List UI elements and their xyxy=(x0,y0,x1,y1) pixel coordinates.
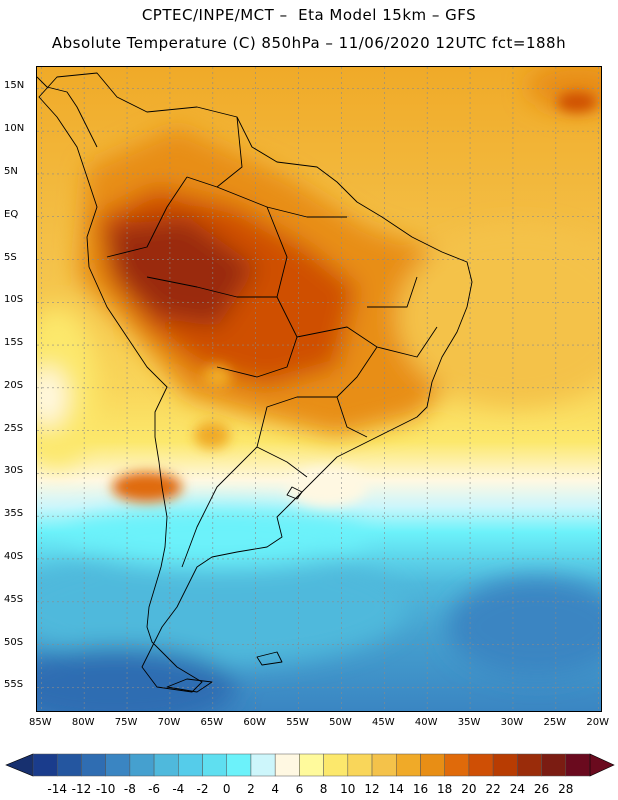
lat-label: 15N xyxy=(4,80,25,92)
lon-label: 85W xyxy=(28,717,52,728)
colorbar-label: 0 xyxy=(222,782,231,796)
lagoa-dos-patos xyxy=(286,486,303,500)
colorbar-label: -6 xyxy=(148,782,161,796)
colorbar-swatch xyxy=(444,753,470,777)
lat-label: 30S xyxy=(4,465,24,477)
colorbar-swatch xyxy=(105,753,131,777)
colorbar-label: -12 xyxy=(71,782,92,796)
colorbar-swatch xyxy=(323,753,349,777)
lat-label: 15S xyxy=(4,337,24,349)
colorbar-arrow-left xyxy=(5,753,34,777)
lat-label: 35S xyxy=(4,508,24,520)
lat-label: 20S xyxy=(4,379,24,391)
tierra-del-fuego xyxy=(166,678,213,693)
falkland-islands xyxy=(256,651,283,666)
colorbar-label: 2 xyxy=(247,782,255,796)
lat-label: 5S xyxy=(4,251,17,263)
temperature-field-blobs xyxy=(37,67,601,711)
lon-label: 25W xyxy=(543,717,567,728)
colorbar-label: 8 xyxy=(319,782,328,796)
colorbar-label: -8 xyxy=(123,782,136,796)
lat-label: 5N xyxy=(4,165,18,177)
lat-label: 10S xyxy=(4,294,24,306)
colorbar-label: 22 xyxy=(485,782,501,796)
lon-label: 45W xyxy=(372,717,395,728)
colorbar-swatch xyxy=(420,753,445,777)
coastlines-and-borders xyxy=(37,72,473,693)
colorbar-swatch xyxy=(81,753,106,777)
colorbar-swatch xyxy=(565,753,591,777)
colorbar-label: -10 xyxy=(95,782,116,796)
colorbar-swatch xyxy=(32,753,58,777)
central-america-coastline xyxy=(37,76,98,148)
lat-label: 55S xyxy=(4,679,24,691)
colorbar-swatch xyxy=(226,753,252,777)
lon-label: 60W xyxy=(243,717,266,728)
colorbar-swatch xyxy=(517,753,542,777)
lat-label: 40S xyxy=(4,550,24,562)
graticule xyxy=(37,67,601,711)
colorbar-label: 6 xyxy=(295,782,304,796)
colorbar-swatch xyxy=(274,753,300,777)
temperature-map xyxy=(36,66,602,712)
lon-label: 65W xyxy=(200,717,224,728)
lon-label: 50W xyxy=(329,717,352,728)
colorbar-swatch xyxy=(396,753,421,777)
colorbar-swatch xyxy=(178,753,203,777)
colorbar-swatch xyxy=(468,753,494,777)
colorbar-swatch xyxy=(129,753,155,777)
lon-label: 75W xyxy=(114,717,138,728)
colorbar-label: 18 xyxy=(437,782,453,796)
map-title-line2: Absolute Temperature (C) 850hPa – 11/06/… xyxy=(51,34,567,52)
lat-label: 50S xyxy=(4,636,24,648)
colorbar-label: 4 xyxy=(271,782,279,796)
temperature-colorbar xyxy=(5,753,615,777)
colorbar-swatch xyxy=(371,753,397,777)
lon-label: 80W xyxy=(71,717,95,728)
colorbar-label: 28 xyxy=(558,782,574,796)
colorbar-label: 14 xyxy=(388,782,404,796)
country-borders xyxy=(106,116,438,568)
colorbar-label: 24 xyxy=(509,782,525,796)
colorbar-label: 16 xyxy=(412,782,429,796)
map-title-line1: CPTEC/INPE/MCT – Eta Model 15km – GFS xyxy=(141,6,477,24)
colorbar-label: 10 xyxy=(340,782,356,796)
colorbar-swatch xyxy=(492,753,518,777)
lon-label: 20W xyxy=(586,717,610,728)
colorbar-swatch xyxy=(347,753,373,777)
colorbar-swatch xyxy=(202,753,227,777)
colorbar-swatch xyxy=(56,753,82,777)
lon-label: 30W xyxy=(500,717,524,728)
colorbar-swatch xyxy=(299,753,324,777)
colorbar-label: -4 xyxy=(172,782,185,796)
lon-label: 70W xyxy=(157,717,181,728)
lon-label: 40W xyxy=(414,717,438,728)
lon-label: 55W xyxy=(286,717,309,728)
colorbar-label: 12 xyxy=(364,782,380,796)
lat-label: 10N xyxy=(4,123,25,135)
lat-label: 25S xyxy=(4,422,24,434)
colorbar-label: 26 xyxy=(533,782,550,796)
colorbar-swatch xyxy=(541,753,567,777)
lat-label: EQ xyxy=(4,208,19,220)
colorbar-label: -14 xyxy=(47,782,67,796)
colorbar-swatch xyxy=(153,753,179,777)
colorbar-label: -2 xyxy=(196,782,209,796)
lon-label: 35W xyxy=(457,717,481,728)
colorbar-swatch xyxy=(250,753,276,777)
colorbar-label: 20 xyxy=(461,782,477,796)
lat-label: 45S xyxy=(4,593,24,605)
south-america-coastline xyxy=(38,72,473,693)
colorbar-arrow-right xyxy=(589,753,615,777)
